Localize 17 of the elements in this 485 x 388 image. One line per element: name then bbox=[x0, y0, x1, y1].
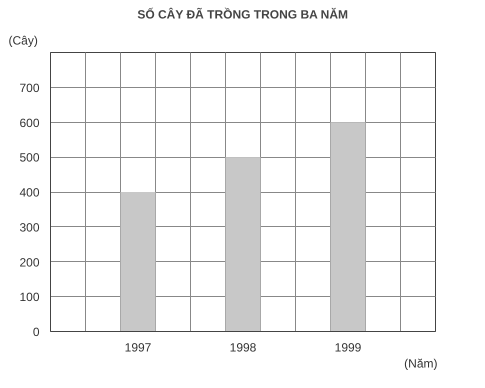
chart-title: SỐ CÂY ĐÃ TRỒNG TRONG BA NĂM bbox=[137, 8, 348, 22]
y-tick-label: 200 bbox=[19, 255, 40, 270]
y-axis-title: (Cây) bbox=[8, 34, 38, 48]
y-tick-label: 600 bbox=[19, 116, 40, 130]
bar bbox=[226, 157, 260, 332]
x-tick-label: 1997 bbox=[124, 340, 152, 354]
bar bbox=[330, 122, 366, 332]
bar bbox=[120, 192, 156, 332]
x-tick-label: 1998 bbox=[230, 340, 257, 354]
y-tick-label: 0 bbox=[32, 325, 40, 339]
x-tick-label: 1999 bbox=[334, 340, 362, 354]
y-tick-label: 100 bbox=[19, 290, 40, 304]
y-tick-label: 700 bbox=[19, 80, 40, 95]
x-axis-title: (Năm) bbox=[404, 356, 438, 370]
y-tick-label: 300 bbox=[19, 220, 40, 234]
y-tick-label: 500 bbox=[19, 150, 40, 165]
y-tick-label: 400 bbox=[19, 186, 40, 200]
